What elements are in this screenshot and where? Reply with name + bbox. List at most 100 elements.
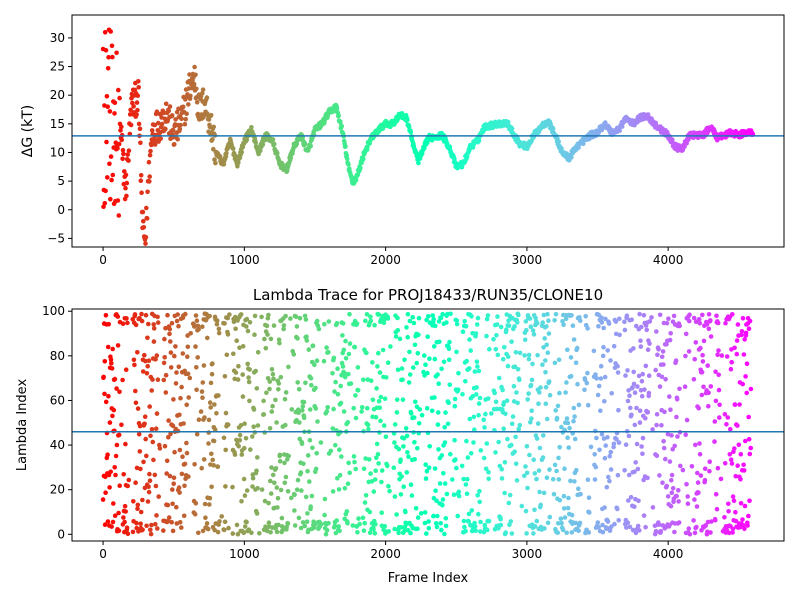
data-point xyxy=(234,522,240,528)
data-point xyxy=(404,325,409,330)
data-point xyxy=(460,329,466,335)
data-point xyxy=(629,412,634,418)
data-point xyxy=(365,405,370,411)
data-point xyxy=(545,350,551,356)
data-point xyxy=(107,161,112,167)
data-point xyxy=(459,463,465,469)
data-point xyxy=(200,90,205,96)
data-point xyxy=(125,531,131,537)
data-point xyxy=(374,441,380,447)
data-point xyxy=(413,399,418,405)
data-point xyxy=(353,466,359,472)
data-point xyxy=(373,521,378,527)
data-point xyxy=(738,477,743,482)
data-point xyxy=(136,79,141,84)
data-point xyxy=(108,469,113,475)
data-point xyxy=(251,407,257,412)
data-point xyxy=(729,359,734,365)
data-point xyxy=(744,390,749,396)
data-point xyxy=(216,326,222,332)
data-point xyxy=(121,515,126,520)
data-point xyxy=(685,501,691,507)
data-point xyxy=(701,338,707,344)
data-point xyxy=(321,358,327,364)
data-point xyxy=(235,164,240,169)
data-point xyxy=(598,408,603,414)
data-point xyxy=(339,454,344,459)
data-point xyxy=(383,375,389,380)
data-point xyxy=(531,457,536,463)
data-point xyxy=(440,502,445,508)
data-point xyxy=(631,346,636,351)
data-point xyxy=(246,527,252,532)
data-point xyxy=(715,465,721,471)
x-ticks-bottom: 0 1000 2000 3000 4000 xyxy=(99,541,683,561)
data-point xyxy=(144,216,150,221)
data-point xyxy=(408,482,414,488)
data-point xyxy=(623,442,629,448)
y-tick-label: 20 xyxy=(50,88,65,102)
data-point xyxy=(645,347,651,353)
data-point xyxy=(568,355,574,360)
data-point xyxy=(526,352,532,358)
data-point xyxy=(668,331,673,336)
data-point xyxy=(427,356,432,362)
data-point xyxy=(489,411,494,416)
data-point xyxy=(602,455,608,461)
data-point xyxy=(608,467,614,472)
data-point xyxy=(173,381,179,386)
data-point xyxy=(426,465,432,471)
data-point xyxy=(225,422,231,428)
data-point xyxy=(180,351,186,356)
data-point xyxy=(601,344,606,350)
data-point xyxy=(735,423,740,428)
data-point xyxy=(438,315,444,321)
data-point xyxy=(135,502,141,508)
data-point xyxy=(485,396,491,401)
data-point xyxy=(699,392,705,398)
data-point xyxy=(279,515,285,521)
data-point xyxy=(661,438,666,444)
data-point xyxy=(553,408,558,413)
data-point xyxy=(437,339,442,345)
data-point xyxy=(395,367,401,373)
data-point xyxy=(444,320,449,325)
data-point xyxy=(402,357,407,363)
data-point xyxy=(382,396,388,402)
data-point xyxy=(524,327,529,333)
data-point xyxy=(477,488,482,494)
data-point xyxy=(531,531,536,536)
data-point xyxy=(547,392,553,398)
data-point xyxy=(170,528,176,534)
data-point xyxy=(645,475,650,481)
data-point xyxy=(102,30,108,35)
data-point xyxy=(674,493,679,499)
data-point xyxy=(297,420,302,425)
data-point xyxy=(175,137,180,142)
data-point xyxy=(147,152,153,158)
data-point xyxy=(475,364,480,369)
data-point xyxy=(146,358,152,364)
data-point xyxy=(137,423,143,429)
data-point xyxy=(547,514,553,520)
data-point xyxy=(426,519,431,524)
data-point xyxy=(660,349,666,354)
data-point xyxy=(546,379,552,384)
data-point xyxy=(629,317,634,323)
data-point xyxy=(110,346,115,352)
data-point xyxy=(736,442,742,448)
data-point xyxy=(441,359,447,365)
data-point xyxy=(616,440,622,445)
data-point xyxy=(502,490,507,496)
data-point xyxy=(223,484,228,489)
data-point xyxy=(634,405,639,411)
data-point xyxy=(527,316,533,321)
data-point xyxy=(142,414,148,420)
data-point xyxy=(693,340,699,345)
data-point xyxy=(748,445,753,451)
data-point xyxy=(472,524,478,529)
data-point xyxy=(556,357,562,363)
data-point xyxy=(138,178,144,183)
data-point xyxy=(200,380,206,385)
